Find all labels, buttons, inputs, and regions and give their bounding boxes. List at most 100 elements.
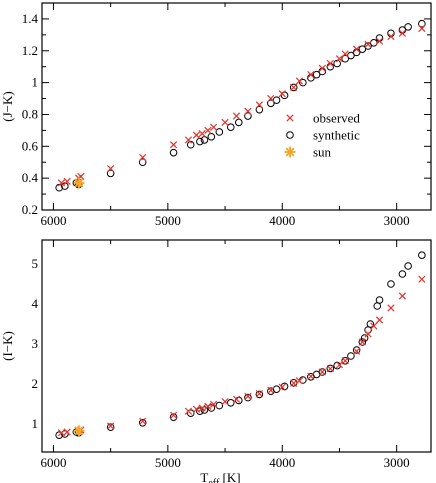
x-stroke [204, 126, 212, 135]
observed-point [418, 275, 426, 283]
y-tick-label: 4 [32, 296, 39, 311]
x-tick-label: 5000 [155, 455, 181, 470]
observed-point [209, 123, 218, 131]
synthetic-point [106, 169, 115, 178]
synthetic-point [272, 96, 281, 104]
synthetic-point [360, 334, 369, 342]
x-stroke [267, 386, 275, 395]
x-tick-label: 6000 [40, 213, 66, 228]
x-stroke [398, 292, 407, 300]
x-stroke [192, 405, 201, 413]
x-stroke [353, 347, 361, 355]
x-stroke [286, 114, 294, 122]
observed-point [418, 24, 426, 33]
observed-point [278, 90, 286, 98]
legend-label-observed: observed [313, 111, 360, 126]
y-tick-label: 0.8 [22, 106, 38, 121]
x-tick-label: 6000 [40, 455, 66, 470]
x-stroke [307, 71, 315, 79]
observed-point [107, 164, 115, 173]
observed-point [295, 377, 304, 385]
observed-point [57, 179, 66, 187]
observed-point [326, 59, 334, 68]
x-stroke [364, 40, 372, 49]
observed-point [364, 330, 372, 338]
legend-label-synthetic: synthetic [313, 128, 360, 143]
synthetic-point [200, 406, 209, 414]
x-stroke [341, 357, 349, 365]
x-stroke [364, 330, 372, 338]
x-stroke [278, 383, 286, 391]
synthetic-point [341, 357, 349, 365]
x-stroke [255, 389, 264, 398]
x-stroke [341, 50, 349, 58]
synthetic-point [375, 34, 384, 42]
x-stroke [169, 411, 178, 419]
synthetic-point [207, 132, 216, 141]
x-stroke [244, 107, 252, 115]
observed-point [375, 37, 384, 45]
synthetic-point [255, 390, 264, 399]
star-ray [74, 178, 84, 188]
observed-point [244, 392, 252, 401]
x-stroke [290, 83, 298, 92]
legend-marker-observed [286, 114, 294, 122]
synthetic-point [106, 423, 115, 432]
synthetic-point [364, 42, 372, 50]
observed-point [244, 107, 252, 115]
synthetic-point [387, 29, 395, 38]
sun-point [73, 177, 85, 189]
observed-point [255, 101, 264, 109]
synthetic-point [61, 430, 69, 438]
observed-point [295, 77, 304, 85]
x-stroke [387, 304, 395, 312]
y-axis-label: (I−K) [0, 331, 15, 361]
x-stroke [418, 275, 426, 283]
synthetic-point [352, 346, 361, 354]
synthetic-point [366, 320, 375, 328]
observed-point [307, 372, 315, 381]
synthetic-point [226, 123, 235, 131]
x-stroke [57, 179, 66, 187]
x-stroke [418, 24, 426, 33]
y-tick-label: 2 [32, 376, 39, 391]
observed-point [387, 32, 395, 41]
synthetic-point [375, 296, 384, 304]
y-tick-label: 0.4 [22, 170, 39, 185]
observed-point [107, 422, 115, 430]
x-stroke [184, 136, 193, 144]
observed-point [387, 304, 395, 312]
observed-point [267, 94, 275, 103]
synthetic-point [404, 23, 412, 31]
x-stroke [255, 101, 264, 109]
x-stroke [184, 407, 193, 415]
plot-frame [41, 239, 432, 453]
synthetic-point [341, 54, 349, 63]
observed-point [364, 40, 372, 49]
x-stroke [398, 29, 407, 37]
x-stroke [107, 422, 115, 430]
observed-point [169, 141, 178, 149]
observed-point [290, 83, 298, 92]
synthetic-point [186, 409, 195, 418]
synthetic-point [267, 99, 275, 108]
x-stroke [244, 392, 252, 401]
series-sun [73, 177, 85, 189]
observed-point [326, 365, 334, 373]
x-stroke [307, 372, 315, 381]
synthetic-point [318, 67, 327, 76]
legend: observed synthetic sun [284, 111, 360, 160]
observed-point [358, 338, 366, 346]
synthetic-point [226, 399, 235, 407]
x-stroke [169, 141, 178, 149]
observed-point [221, 118, 229, 127]
synthetic-point [55, 431, 63, 440]
synthetic-point [347, 352, 355, 360]
synthetic-point [312, 70, 321, 79]
observed-point [353, 347, 361, 355]
x-tick-label: 4000 [269, 455, 295, 470]
observed-point [335, 55, 344, 63]
observed-point [139, 417, 147, 425]
synthetic-point [418, 251, 426, 259]
x-tick-label: 3000 [384, 213, 410, 228]
